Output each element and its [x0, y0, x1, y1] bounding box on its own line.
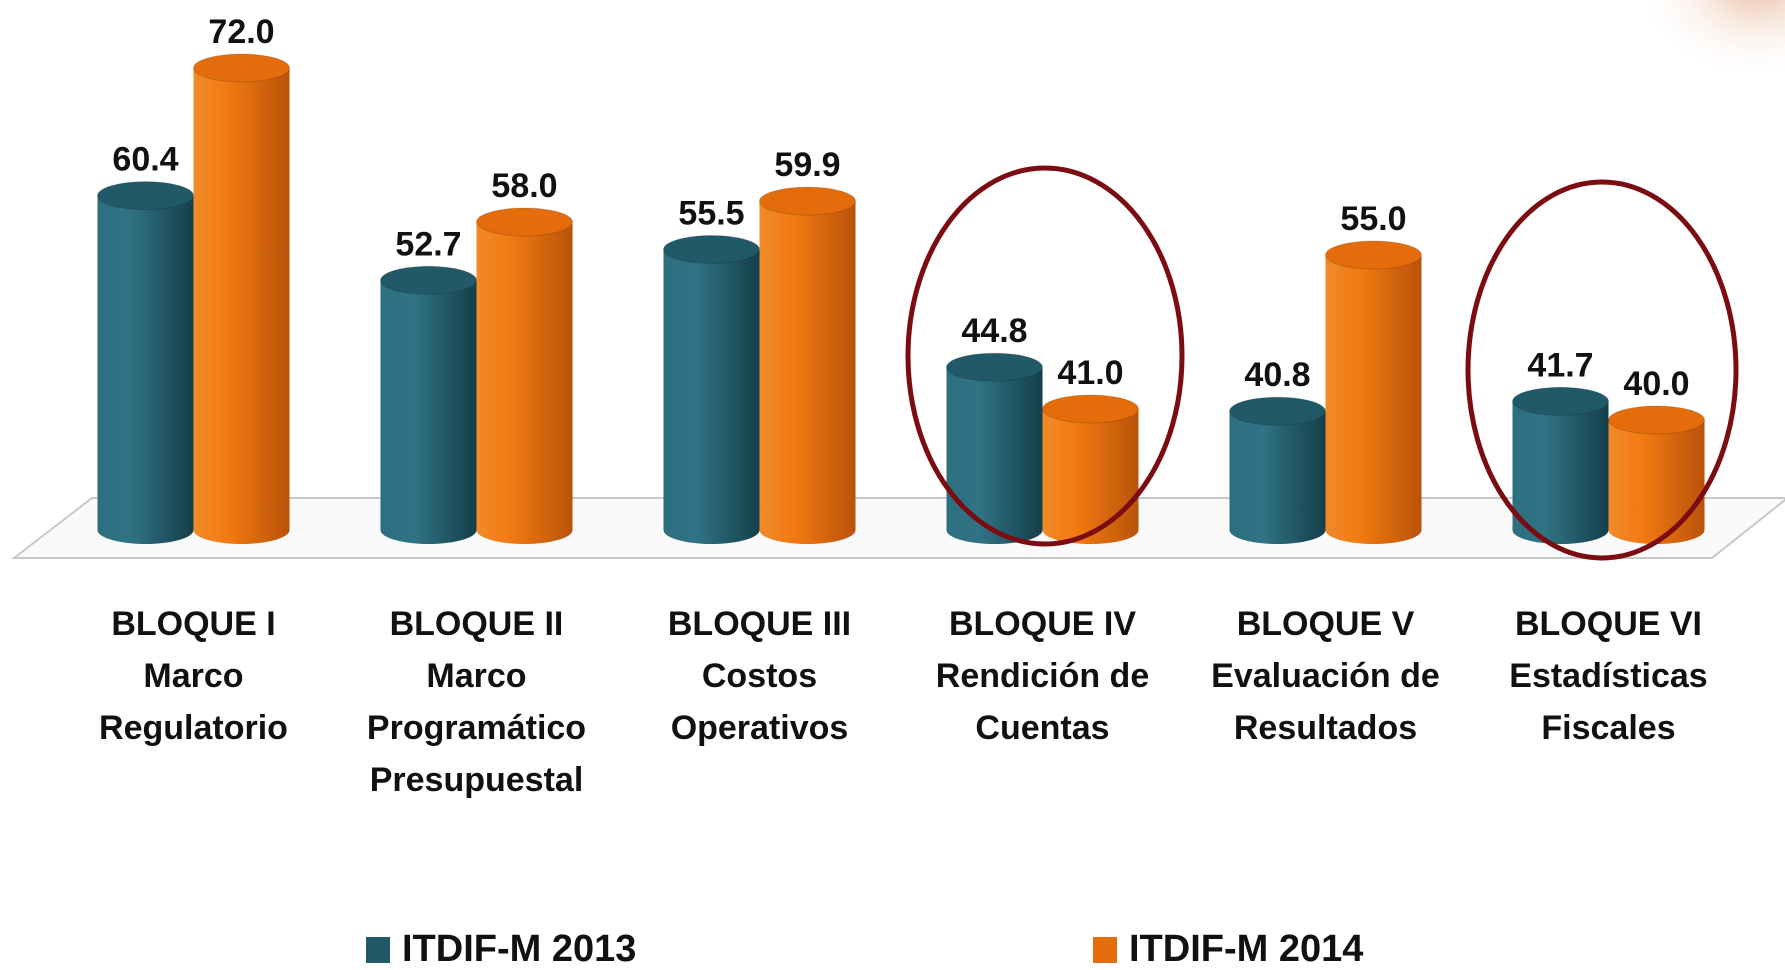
chart: 60.4 72.0 BLOQUE I Marco Regulatorio 52.7 58.0… — [0, 0, 1785, 970]
x-tick-label: Estadísticas — [1509, 657, 1707, 695]
x-tick-label: Programático — [367, 709, 586, 747]
bar — [98, 196, 194, 530]
bar — [1326, 255, 1422, 530]
bar — [664, 250, 760, 531]
legend-swatch — [1093, 937, 1117, 963]
value-label: 60.4 — [112, 141, 178, 179]
bar-cap — [1609, 406, 1705, 434]
value-label: 55.0 — [1340, 200, 1406, 238]
bar-cap — [947, 353, 1043, 381]
value-label: 59.9 — [774, 146, 840, 184]
bar-cap — [664, 236, 760, 264]
x-tick-label: Operativos — [671, 709, 849, 747]
bar — [381, 280, 477, 530]
value-label: 41.7 — [1527, 346, 1593, 384]
x-tick-label: BLOQUE V — [1237, 605, 1415, 643]
x-tick-label: Regulatorio — [99, 709, 288, 747]
bar-cap — [1043, 395, 1139, 423]
bar — [1513, 401, 1609, 530]
x-tick-label: BLOQUE IV — [949, 605, 1136, 643]
bar — [194, 68, 290, 530]
legend-swatch — [366, 937, 390, 963]
x-tick-label: Cuentas — [975, 709, 1109, 747]
x-tick-label: Resultados — [1234, 709, 1417, 747]
bar-cap — [1326, 241, 1422, 269]
bar-cap — [760, 187, 856, 215]
x-tick-label: BLOQUE III — [668, 605, 851, 643]
x-tick-label: Marco — [426, 657, 526, 695]
bar-cap — [1513, 387, 1609, 415]
x-tick-label: BLOQUE II — [390, 605, 564, 643]
value-label: 72.0 — [208, 13, 274, 51]
bar-cap — [194, 54, 290, 82]
x-tick-label: Fiscales — [1541, 709, 1675, 747]
plot: 60.4 72.0 BLOQUE I Marco Regulatorio 52.7 58.0… — [98, 13, 1708, 799]
bar-cap — [98, 182, 194, 210]
bar — [477, 222, 573, 530]
x-tick-label: BLOQUE VI — [1515, 605, 1702, 643]
x-tick-label: Rendición de — [936, 657, 1149, 695]
legend-label: ITDIF-M 2014 — [1129, 928, 1363, 970]
decoration — [1650, 0, 1785, 80]
x-tick-label: BLOQUE I — [111, 605, 275, 643]
value-label: 41.0 — [1057, 354, 1123, 392]
value-label: 55.5 — [678, 194, 744, 232]
value-label: 40.0 — [1623, 365, 1689, 403]
x-tick-label: Costos — [702, 657, 817, 695]
value-label: 52.7 — [395, 225, 461, 263]
legend-label: ITDIF-M 2013 — [402, 928, 636, 970]
bar — [760, 201, 856, 530]
bar — [1230, 411, 1326, 530]
x-tick-label: Presupuestal — [370, 761, 584, 799]
value-label: 44.8 — [961, 312, 1027, 350]
bar-cap — [1230, 397, 1326, 425]
x-tick-label: Evaluación de — [1211, 657, 1440, 695]
bar-cap — [477, 208, 573, 236]
value-label: 40.8 — [1244, 356, 1310, 394]
x-tick-label: Marco — [143, 657, 243, 695]
bar-cap — [381, 266, 477, 294]
value-label: 58.0 — [491, 167, 557, 205]
